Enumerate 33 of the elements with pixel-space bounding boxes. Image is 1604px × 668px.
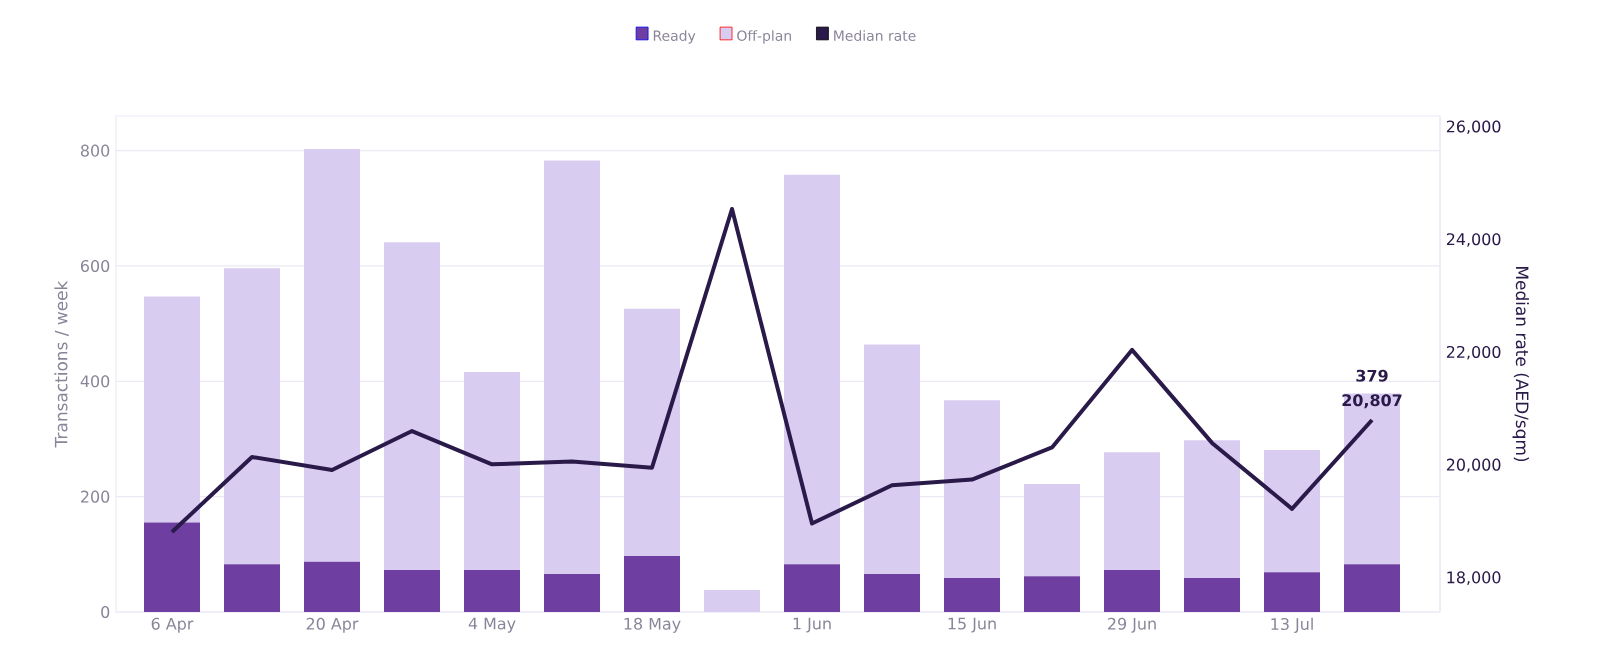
bar (1344, 564, 1401, 612)
bar (624, 556, 681, 612)
bar (1024, 483, 1081, 577)
bar (784, 174, 841, 565)
bar (144, 522, 200, 612)
bar (784, 564, 841, 612)
bar (864, 573, 921, 612)
bar (544, 573, 601, 612)
bar (144, 296, 200, 523)
bar (624, 308, 681, 557)
bar (384, 569, 440, 612)
bar (1184, 577, 1241, 612)
bar (1024, 576, 1081, 612)
bar (864, 344, 921, 574)
bar (224, 268, 280, 565)
bar (1344, 393, 1401, 565)
bar (464, 569, 520, 612)
bar (944, 577, 1001, 612)
bar (304, 148, 360, 562)
bar (464, 372, 520, 570)
bar (1184, 440, 1241, 578)
bar (1264, 572, 1321, 612)
bar (224, 564, 280, 612)
y-axis-title: Transactions / week (54, 280, 69, 448)
bar (944, 400, 1001, 578)
bar (1264, 449, 1321, 573)
y2-axis-title: Median rate (AED/sqm) (1512, 267, 1529, 462)
bar (384, 242, 440, 570)
bar (544, 160, 601, 574)
bar (304, 561, 360, 612)
bar (704, 590, 761, 612)
bar (1104, 569, 1161, 612)
bar (1104, 452, 1161, 570)
